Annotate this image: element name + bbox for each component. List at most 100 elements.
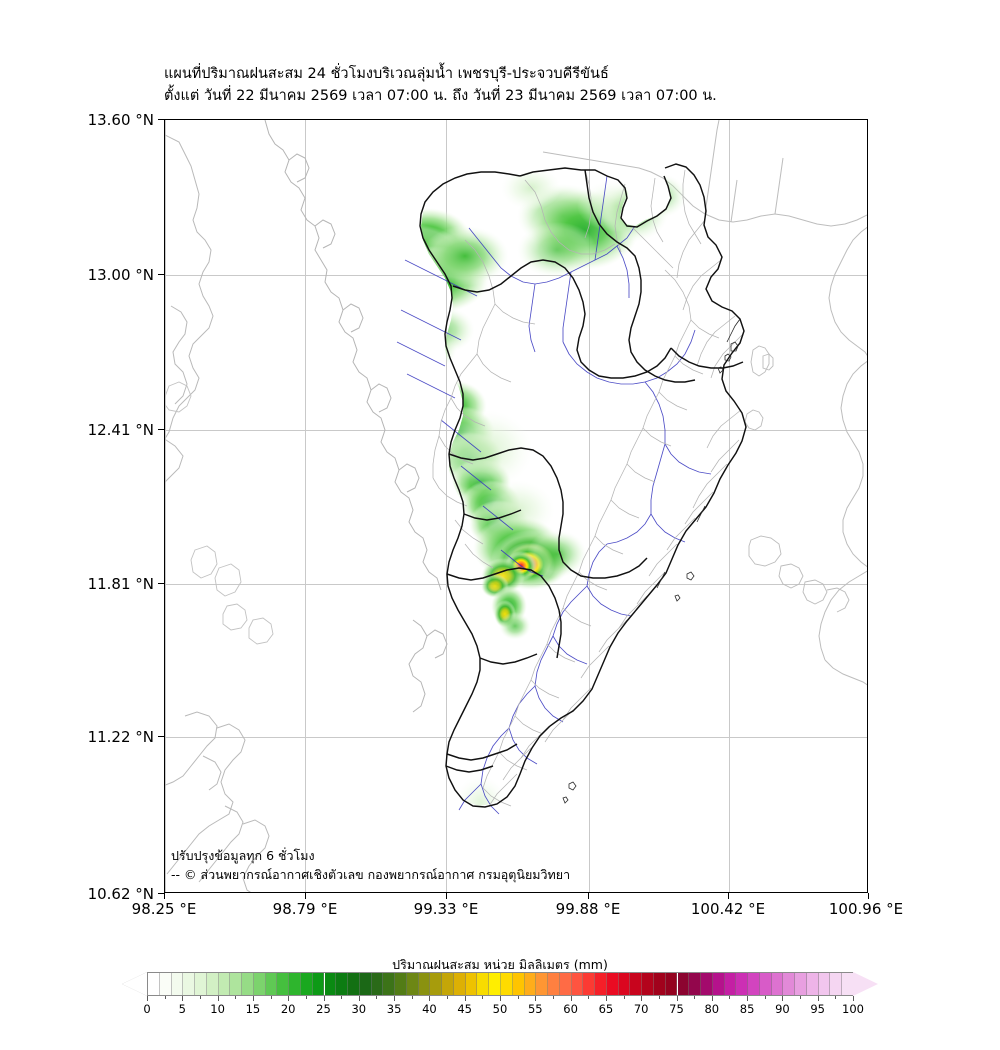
y-tick-label: 13.00 °N: [87, 266, 154, 284]
colorbar-segment: [665, 973, 678, 995]
attribution-block: ปรับปรุงข้อมูลทุก 6 ชั่วโมง -- © ส่วนพยา…: [171, 846, 570, 884]
colorbar-tick: [182, 996, 184, 1001]
attribution-line-2: -- © ส่วนพยากรณ์อากาศเชิงตัวเลข กองพยากร…: [171, 867, 571, 882]
colorbar-tick-minor: [658, 996, 660, 999]
y-tick-label: 10.62 °N: [87, 885, 154, 903]
colorbar-wrap[interactable]: 0 5 10 15 20 25 30 35 40 45 50 55 60 65 70 75 80 85 90 95 10…: [122, 972, 878, 1016]
islands-east: [744, 345, 850, 613]
colorbar-extend-min-arrow: [122, 972, 147, 996]
rainfall-blob: [635, 174, 687, 218]
y-tick-label: 12.41 °N: [87, 421, 154, 439]
colorbar-tick-label: 90: [775, 1002, 790, 1016]
colorbar-segment: [230, 973, 243, 995]
colorbar-tick: [782, 996, 784, 1001]
colorbar-tick-label: 35: [386, 1002, 402, 1016]
colorbar-tick-minor: [447, 996, 449, 999]
gridline-vertical: [165, 120, 166, 892]
colorbar-tick-label: 45: [457, 1002, 473, 1016]
colorbar-tick-label: 60: [563, 1002, 578, 1016]
river-network: [396, 175, 712, 815]
rainfall-blob: [455, 776, 507, 806]
colorbar-segment: [818, 973, 831, 995]
colorbar-tick-minor: [411, 996, 413, 999]
colorbar-segment: [595, 973, 607, 995]
rainfall-blob: [386, 356, 412, 380]
x-tick-mark: [728, 893, 729, 899]
x-tick-label: 99.33 °E: [413, 900, 479, 918]
coastline-west: [165, 134, 270, 892]
x-tick-mark: [868, 893, 869, 899]
gridline-horizontal: [165, 275, 867, 276]
colorbar-segment: [359, 973, 372, 995]
rainfall-blob: [366, 242, 400, 274]
colorbar-tick: [676, 996, 678, 1001]
colorbar-tick: [641, 996, 643, 1001]
x-tick-mark: [164, 893, 165, 899]
colorbar-segment: [536, 973, 549, 995]
colorbar-tick-label: 85: [739, 1002, 755, 1016]
colorbar-tick-minor: [764, 996, 766, 999]
colorbar-tick-minor: [694, 996, 696, 999]
rainfall-blob: [421, 226, 509, 286]
y-tick-mark: [158, 893, 164, 894]
province-borders: [419, 163, 747, 808]
map-plot-area[interactable]: ปรับปรุงข้อมูลทุก 6 ชั่วโมง -- © ส่วนพยา…: [164, 119, 868, 893]
colorbar-segment: [501, 973, 513, 995]
colorbar-tick: [535, 996, 537, 1001]
border-myanmar: [264, 120, 448, 713]
chart-title-line-1: แผนที่ปริมาณฝนสะสม 24 ชั่วโมงบริเวณลุ่มน…: [164, 66, 609, 82]
colorbar-tick-minor: [235, 996, 237, 999]
rainfall-blob: [437, 410, 533, 490]
colorbar-segment: [630, 973, 643, 995]
colorbar[interactable]: ปริมาณฝนสะสม หน่วย มิลลิเมตร (mm) 0 5 10 15…: [0, 955, 1000, 1025]
colorbar-segment: [571, 973, 584, 995]
x-tick-label: 100.96 °E: [828, 900, 904, 918]
colorbar-tick-label: 50: [492, 1002, 508, 1016]
colorbar-segment: [159, 973, 172, 995]
colorbar-tick-label: 5: [178, 1002, 186, 1016]
colorbar-segment: [253, 973, 266, 995]
y-tick-mark: [158, 736, 164, 737]
colorbar-tick: [429, 996, 431, 1001]
x-tick-label: 98.25 °E: [131, 900, 197, 918]
colorbar-segment: [371, 973, 384, 995]
colorbar-tick-label: 65: [598, 1002, 614, 1016]
colorbar-segment: [653, 973, 666, 995]
colorbar-segment: [477, 973, 490, 995]
colorbar-tick-minor: [729, 996, 731, 999]
colorbar-tick-minor: [164, 996, 166, 999]
colorbar-tick-minor: [800, 996, 802, 999]
colorbar-segment: [677, 973, 690, 995]
colorbar-tick-minor: [199, 996, 201, 999]
rainfall-blob: [421, 366, 455, 406]
colorbar-segment: [736, 973, 749, 995]
colorbar-segment: [489, 973, 501, 995]
colorbar-tick-minor: [623, 996, 625, 999]
gridline-vertical: [589, 120, 590, 892]
colorbar-segment: [748, 973, 760, 995]
colorbar-segment: [171, 973, 184, 995]
rainfall-blob: [367, 260, 391, 284]
colorbar-segment: [242, 973, 254, 995]
colorbar-segment: [559, 973, 572, 995]
colorbar-tick-minor: [305, 996, 307, 999]
chart-title-block: แผนที่ปริมาณฝนสะสม 24 ชั่วโมงบริเวณลุ่มน…: [164, 63, 924, 107]
colorbar-tick-minor: [376, 996, 378, 999]
colorbar-segment: [336, 973, 349, 995]
colorbar-tick: [323, 996, 325, 1001]
colorbar-segment: [783, 973, 796, 995]
x-tick-mark: [305, 893, 306, 899]
colorbar-segment: [724, 973, 737, 995]
colorbar-tick-label: 75: [669, 1002, 684, 1016]
rainfall-blob: [421, 226, 425, 266]
colorbar-segment: [183, 973, 196, 995]
colorbar-segment: [712, 973, 725, 995]
gridline-vertical: [446, 120, 447, 892]
colorbar-tick: [570, 996, 572, 1001]
map-vector-layer: [165, 120, 867, 892]
colorbar-segment: [453, 973, 466, 995]
colorbar-tick: [711, 996, 713, 1001]
colorbar-tick-minor: [552, 996, 554, 999]
colorbar-segment: [312, 973, 325, 995]
colorbar-gradient[interactable]: [147, 972, 854, 996]
